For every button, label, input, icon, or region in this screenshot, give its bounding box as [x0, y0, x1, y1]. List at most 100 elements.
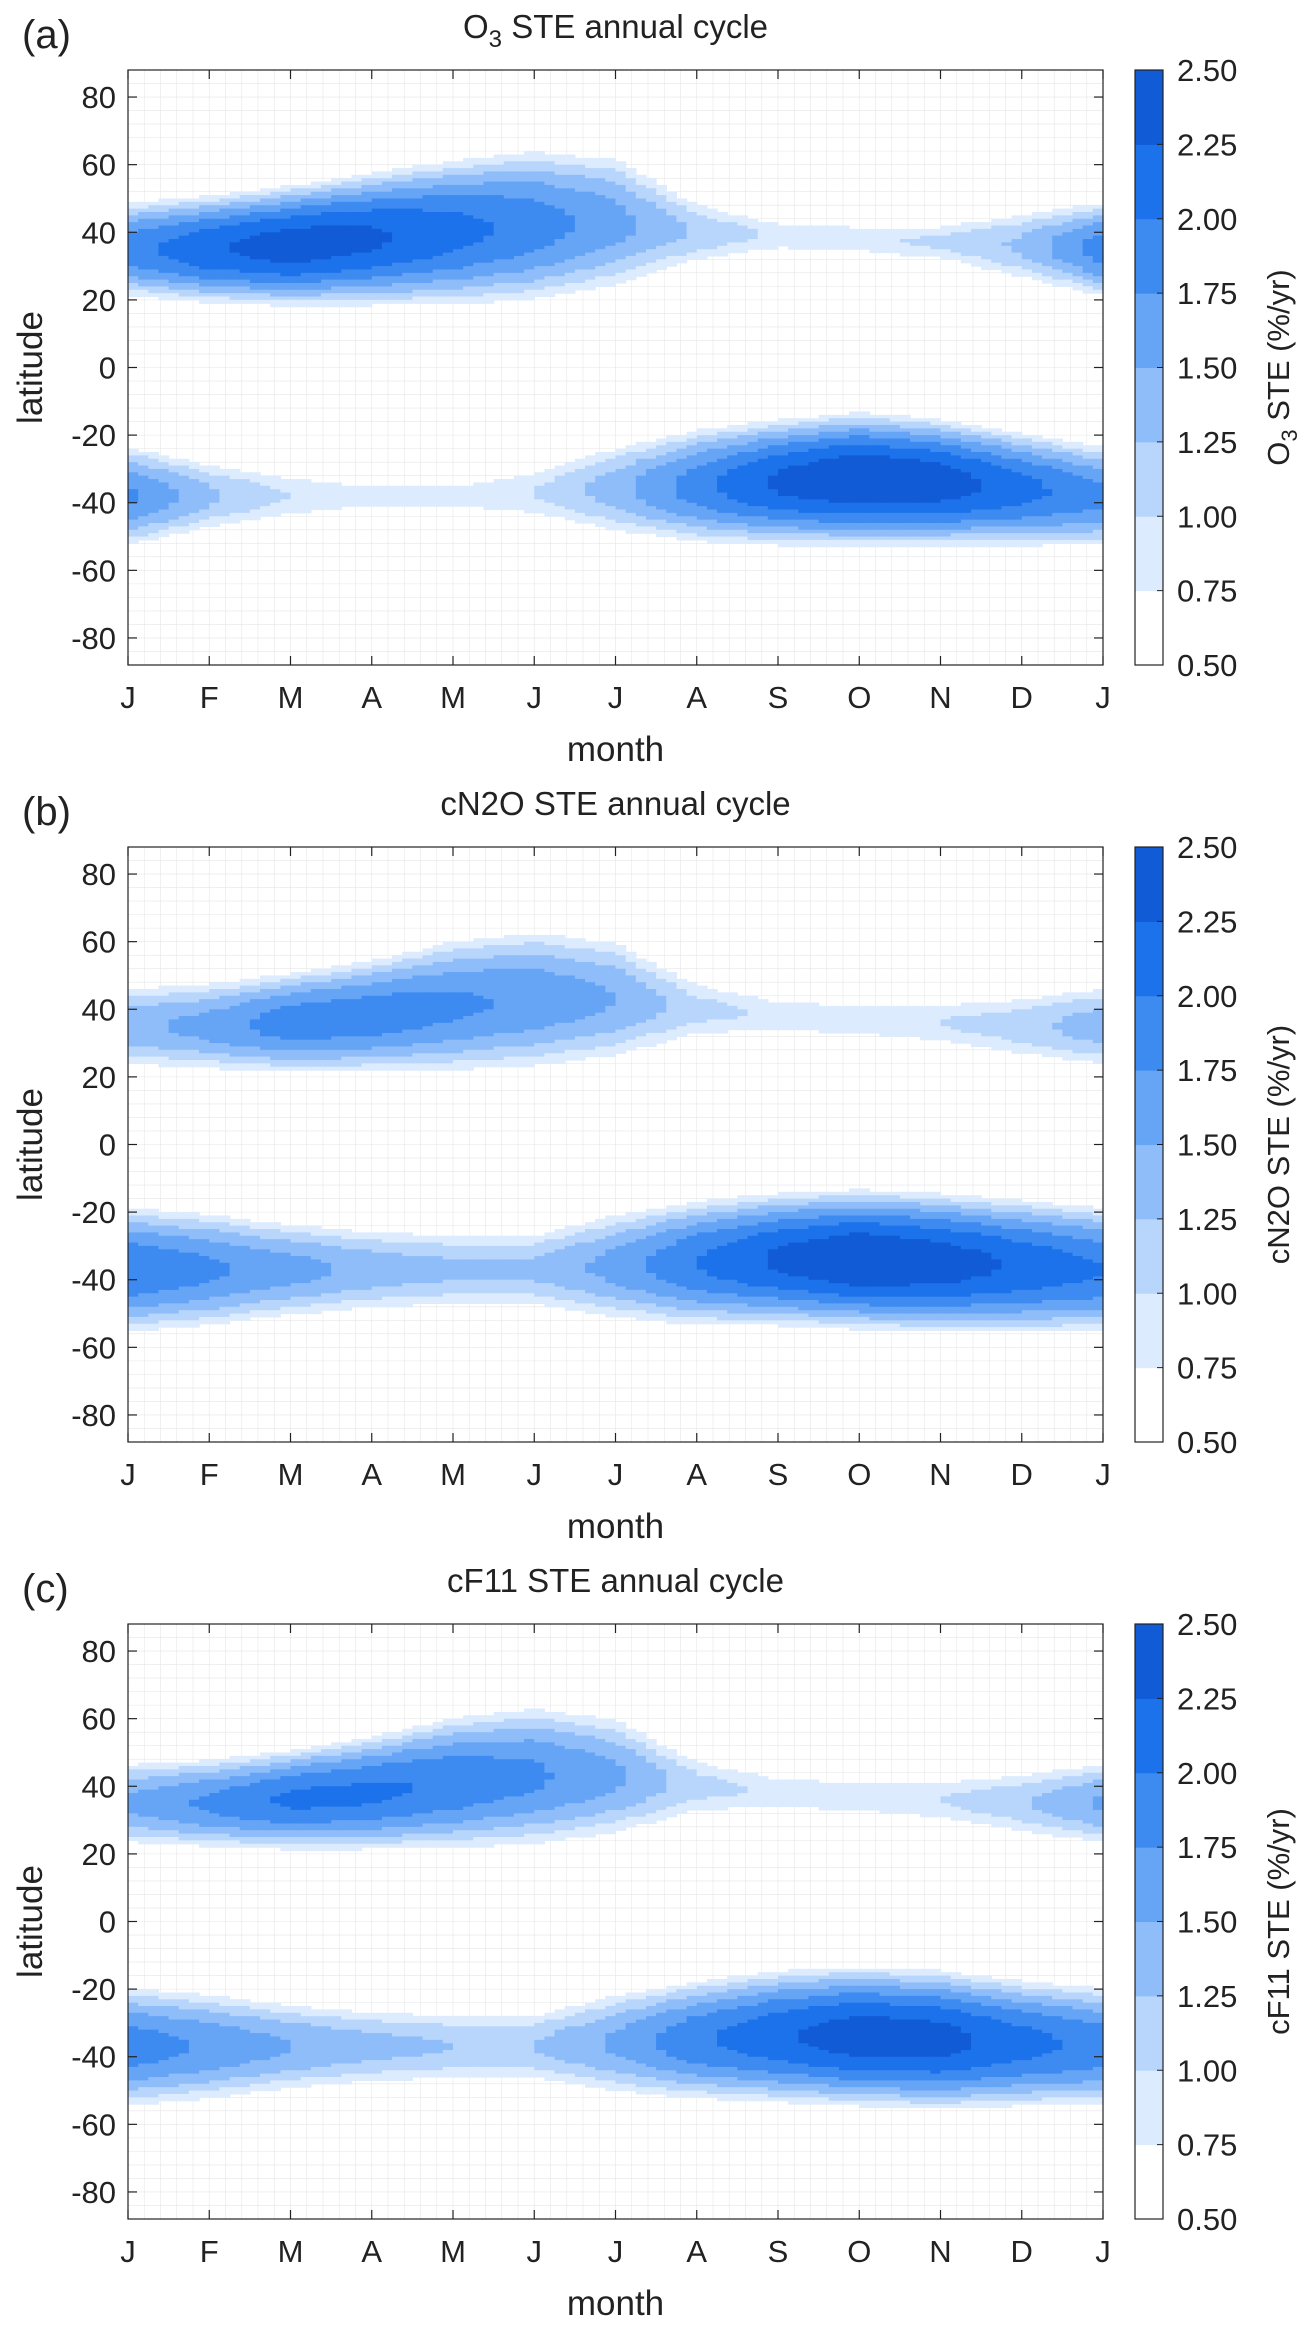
contour-cell [371, 228, 383, 250]
contour-cell [1031, 2029, 1043, 2058]
contour-cell [645, 2087, 657, 2095]
contour-cell [280, 975, 292, 980]
contour-cell [605, 1249, 617, 1284]
contour-cell [219, 1009, 231, 1044]
contour-cell [838, 1968, 850, 1973]
colorbar-tick-label: 2.50 [1177, 830, 1237, 865]
contour-cell [432, 975, 444, 993]
contour-cell [737, 502, 749, 517]
contour-cell [320, 1039, 332, 1051]
contour-cell [463, 286, 474, 298]
contour-cell [696, 1995, 708, 2004]
contour-cell [290, 1755, 302, 1760]
contour-cell [574, 468, 586, 514]
contour-cell [1052, 1999, 1063, 2007]
contour-cell [229, 286, 241, 294]
contour-cell [280, 1225, 292, 1233]
contour-cell [371, 995, 383, 1037]
contour-cell [747, 239, 759, 250]
contour-cell [128, 1826, 139, 1838]
contour-cell [219, 1779, 231, 1791]
contour-cell [778, 1313, 789, 1321]
contour-cell [402, 1029, 413, 1048]
contour-cell [838, 431, 850, 440]
contour-cell [1082, 1205, 1094, 1213]
contour-cell [219, 286, 231, 294]
contour-cell [798, 225, 810, 250]
contour-cell [778, 1245, 789, 1274]
contour-cell [453, 289, 464, 298]
contour-cell [341, 1289, 353, 1301]
contour-cell [320, 1786, 332, 1808]
contour-cell [300, 2022, 312, 2071]
contour-cell [828, 2077, 840, 2088]
contour-cell [128, 1323, 139, 1332]
contour-cell [138, 228, 149, 271]
contour-cell [1092, 215, 1104, 223]
contour-cell [260, 289, 271, 294]
contour-cell [1062, 272, 1074, 281]
contour-cell [1072, 992, 1084, 1000]
contour-cell [442, 195, 454, 213]
contour-cell [666, 1245, 678, 1284]
contour-cell [188, 2009, 200, 2021]
contour-cell [280, 1755, 292, 1764]
contour-cell [239, 1755, 251, 1764]
contour-cell [320, 198, 332, 206]
contour-cell [199, 1840, 210, 1848]
contour-cell [320, 225, 332, 260]
contour-cell [331, 2077, 342, 2085]
contour-cell [889, 512, 901, 524]
contour-cell [828, 539, 840, 548]
contour-cell [310, 1059, 322, 1068]
contour-cell [239, 208, 251, 216]
contour-cell [635, 958, 647, 970]
contour-cell [920, 435, 931, 443]
contour-cell [128, 222, 139, 233]
contour-cell [859, 1972, 871, 1980]
contour-cell [737, 2006, 749, 2024]
contour-cell [442, 1039, 454, 1054]
contour-cell [696, 435, 708, 443]
contour-cell [1021, 1303, 1033, 1311]
contour-cell [757, 2080, 769, 2088]
contour-cell [828, 512, 840, 524]
contour-cell [392, 1782, 403, 1798]
x-tick-label: A [686, 680, 707, 715]
contour-cell [1011, 1820, 1023, 1831]
contour-cell [940, 2080, 952, 2092]
contour-cell [249, 1843, 261, 1848]
contour-cell [960, 2002, 972, 2014]
contour-cell [442, 2066, 454, 2078]
contour-cell [320, 1806, 332, 1825]
contour-cell [341, 985, 353, 1000]
contour-cell [168, 1289, 180, 1304]
contour-cell [1052, 1049, 1063, 1058]
contour-cell [585, 157, 596, 169]
contour-cell [1042, 218, 1053, 227]
contour-cell [524, 1708, 535, 1720]
contour-cell [889, 438, 901, 450]
contour-cell [188, 1016, 200, 1037]
contour-cell [666, 215, 678, 244]
contour-cell [818, 2022, 830, 2051]
contour-cell [524, 161, 535, 173]
contour-cell [422, 2053, 434, 2071]
contour-cell [595, 157, 606, 169]
contour-cell [1072, 1300, 1084, 1311]
contour-cell [442, 951, 454, 963]
contour-cell [412, 2016, 424, 2024]
contour-cell [1092, 1053, 1104, 1064]
contour-cell [737, 225, 749, 244]
contour-cell [838, 539, 850, 548]
contour-cell [280, 1762, 292, 1770]
contour-cell [188, 462, 200, 470]
contour-cell [524, 1793, 535, 1814]
title-subscript: 3 [489, 26, 502, 53]
contour-cell [1092, 276, 1104, 284]
contour-cell [686, 502, 698, 517]
contour-cell [1021, 526, 1033, 534]
contour-cell [635, 1303, 647, 1311]
contour-cell [747, 539, 759, 544]
x-tick-label: N [929, 2234, 951, 2269]
